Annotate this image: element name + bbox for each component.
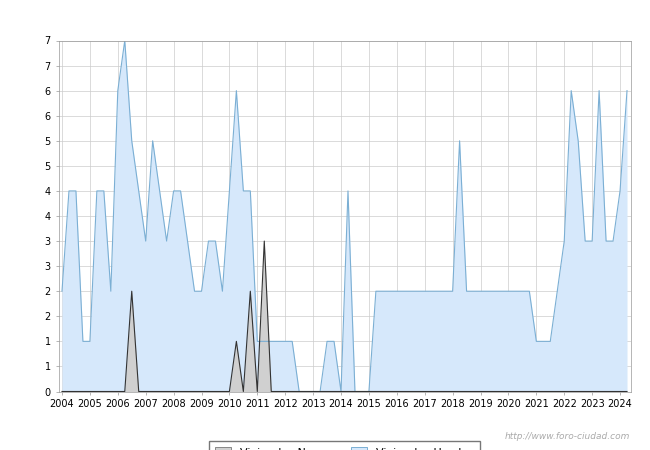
Text: Ulea - Evolucion del Nº de Transacciones Inmobiliarias: Ulea - Evolucion del Nº de Transacciones… — [112, 8, 538, 22]
Legend: Viviendas Nuevas, Viviendas Usadas: Viviendas Nuevas, Viviendas Usadas — [209, 441, 480, 450]
Text: http://www.foro-ciudad.com: http://www.foro-ciudad.com — [505, 432, 630, 441]
